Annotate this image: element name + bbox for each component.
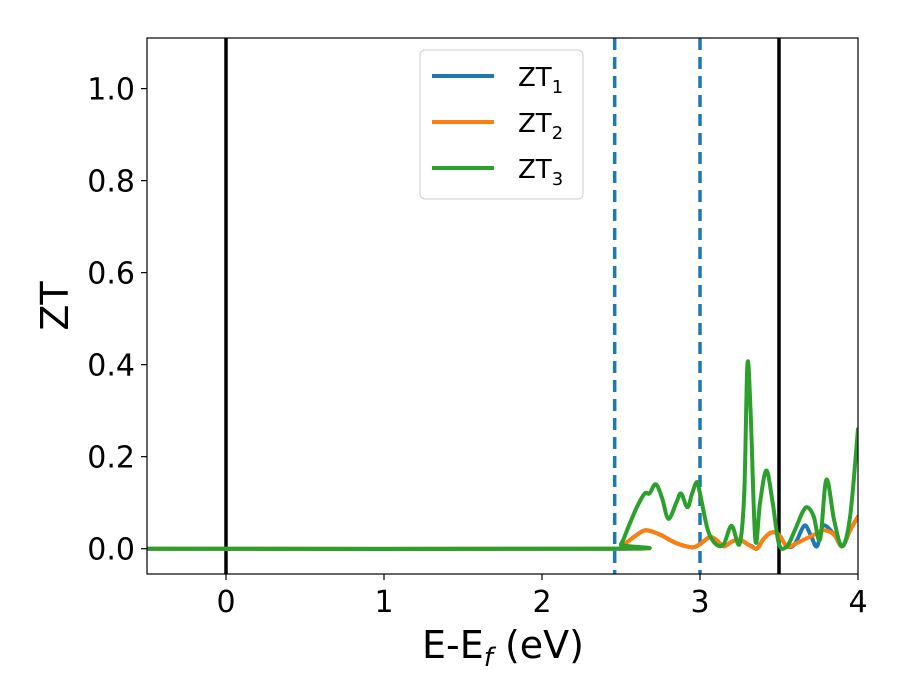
x-axis-label: E-Ef (eV) [422,623,584,673]
y-tick-label: 1.0 [87,73,135,108]
x-tick-label: 4 [848,585,867,620]
y-tick-label: 0.2 [87,441,135,476]
x-tick-label: 3 [690,585,709,620]
y-tick-label: 0.8 [87,165,135,200]
plot-frame [146,37,859,575]
y-axis: 0.0 0.2 0.4 0.6 0.8 1.0 [87,73,147,568]
x-axis-label-unit: (eV) [493,623,584,667]
legend-label-zt3: ZT3 [518,155,563,190]
legend-label-zt2: ZT2 [518,109,563,144]
series-layer [147,359,858,552]
x-tick-label: 0 [216,585,235,620]
x-axis: 0 1 2 3 4 [216,574,868,620]
x-tick-label: 2 [532,585,551,620]
series-line-zt3 [147,359,858,552]
y-tick-label: 0.6 [87,257,135,292]
y-tick-label: 0.4 [87,349,135,384]
legend-label-zt1: ZT1 [518,63,563,98]
y-axis-label: ZT [33,281,77,331]
y-tick-label: 0.0 [87,533,135,568]
legend-frame [419,49,584,200]
x-tick-label: 1 [374,585,393,620]
legend: ZT1 ZT2 ZT3 [419,49,584,200]
